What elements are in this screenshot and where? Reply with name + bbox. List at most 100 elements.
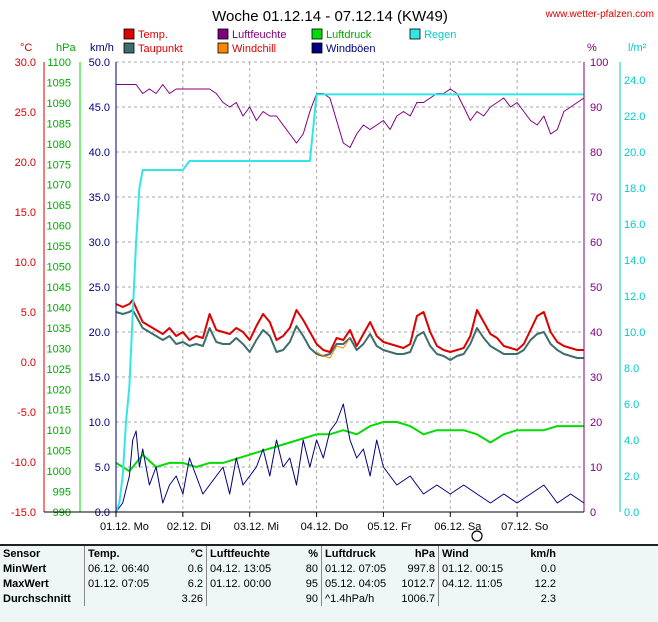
humidity-tick-label: 0	[590, 507, 596, 519]
humidity-tick-label: 60	[590, 237, 602, 249]
pressure-tick-label: 1005	[47, 446, 71, 458]
rain-tick-label: 12.0	[624, 291, 645, 303]
col-press: Luftdruck	[321, 546, 398, 561]
series-luftfeuchte	[116, 84, 585, 148]
x-tick-label: 02.12. Di	[167, 521, 211, 533]
col-temp-unit: °C	[190, 547, 203, 560]
pressure-tick-label: 1075	[47, 159, 71, 171]
x-axis-labels: 01.12. Mo 02.12. Di 03.12. Mi 04.12. Do 05.1…	[100, 512, 548, 542]
pressure-tick-label: 1055	[47, 241, 71, 253]
pressure-tick-label: 1025	[47, 364, 71, 376]
humidity-tick-label: 70	[590, 192, 602, 204]
row-label: MinWert	[3, 562, 47, 575]
x-tick-label: 07.12. So	[501, 521, 548, 533]
wind-value: 2.3	[540, 592, 556, 605]
pressure-tick-label: 1065	[47, 200, 71, 212]
temp-tick-label: 0.0	[21, 357, 36, 369]
axis-ticks: 30.0 25.0 20.0 15.0 10.0 5.0 0.0 -5.0 -10.0 -15.0…	[11, 57, 646, 519]
marker-circle	[471, 530, 483, 542]
table-row: Durchschnitt 3.26 90 ^1.4hPa/h 1006.7 2.…	[0, 591, 559, 606]
pressure-tick-label: 1050	[47, 262, 71, 274]
col-wind: Wind	[438, 546, 513, 561]
legend-label: Temp.	[138, 29, 168, 41]
rain-tick-label: 0.0	[624, 507, 639, 519]
wind-time	[438, 591, 513, 606]
humidity-tick-label: 90	[590, 102, 602, 114]
wind-tick-label: 5.0	[95, 462, 110, 474]
legend-swatch	[123, 28, 135, 40]
legend-label: Luftfeuchte	[232, 29, 286, 41]
col-hum-unit: %	[308, 547, 318, 560]
wind-tick-label: 35.0	[89, 192, 110, 204]
temp-value: 3.26	[181, 592, 203, 605]
col-sensor: Sensor	[3, 547, 41, 560]
wind-tick-label: 40.0	[89, 147, 110, 159]
axis-unit-label: hPa	[56, 42, 76, 54]
legend-swatch	[409, 28, 421, 40]
pressure-tick-label: 1100	[47, 57, 71, 69]
stats-table: Sensor Temp. °C Luftfeuchte % Luftdruck …	[0, 544, 658, 622]
temp-value: 0.6	[187, 562, 203, 575]
legend: Temp. Luftfeuchte Luftdruck Regen Taupunkt Wi…	[123, 28, 456, 55]
col-temp: Temp.	[84, 546, 166, 561]
humidity-tick-label: 50	[590, 282, 602, 294]
pressure-tick-label: 1040	[47, 302, 71, 314]
series-regen	[115, 93, 584, 513]
temp-tick-label: 10.0	[15, 257, 36, 269]
col-wind-unit: km/h	[530, 547, 556, 560]
humidity-tick-label: 80	[590, 147, 602, 159]
pressure-tick-label: 1000	[47, 466, 71, 478]
pressure-tick-label: 1085	[47, 118, 71, 130]
legend-label: Luftdruck	[326, 29, 372, 41]
legend-swatch	[217, 28, 229, 40]
series-windben	[115, 403, 585, 513]
x-tick-label: 06.12. Sa	[434, 521, 482, 533]
humidity-tick-label: 20	[590, 417, 602, 429]
pressure-tick-label: 1015	[47, 405, 71, 417]
temp-tick-label: 30.0	[15, 57, 36, 69]
wind-tick-label: 0.0	[95, 507, 110, 519]
pressure-tick-label: 1035	[47, 323, 71, 335]
rain-tick-label: 16.0	[624, 219, 645, 231]
col-press-unit: hPa	[414, 547, 435, 560]
series-temp	[115, 299, 584, 353]
legend-swatch	[123, 42, 135, 54]
weather-chart: Woche 01.12.14 - 07.12.14 (KW49) www.wet…	[11, 8, 654, 542]
temp-tick-label: 15.0	[15, 207, 36, 219]
wind-time: 01.12. 00:15	[438, 561, 513, 576]
rain-tick-label: 22.0	[624, 111, 645, 123]
hum-time: 04.12. 13:05	[206, 561, 293, 576]
axis-units: °C hPa km/h% l/m²	[20, 42, 647, 54]
pressure-tick-label: 995	[53, 487, 71, 499]
pressure-tick-label: 1090	[47, 98, 71, 110]
pressure-tick-label: 1080	[47, 139, 71, 151]
table-row: MaxWert 01.12. 07:05 6.2 01.12. 00:00 95…	[0, 576, 559, 591]
press-value: 1006.7	[401, 592, 435, 605]
axis-unit-label: km/h	[90, 42, 114, 54]
legend-label: Taupunkt	[138, 43, 183, 55]
legend-swatch	[217, 42, 229, 54]
pressure-tick-label: 1030	[47, 343, 71, 355]
wind-value: 0.0	[540, 562, 556, 575]
table-header-row: Sensor Temp. °C Luftfeuchte % Luftdruck …	[0, 546, 559, 561]
press-time: 01.12. 07:05	[321, 561, 398, 576]
wind-tick-label: 50.0	[89, 57, 110, 69]
axis-unit-label: l/m²	[628, 42, 647, 54]
temp-time: 01.12. 07:05	[84, 576, 166, 591]
website-link[interactable]: www.wetter-pfalzen.com	[545, 9, 654, 20]
hum-value: 95	[305, 577, 318, 590]
axis-unit-label: %	[587, 42, 597, 54]
row-label: Durchschnitt	[3, 592, 71, 605]
legend-label: Regen	[424, 29, 456, 41]
temp-tick-label: -5.0	[17, 407, 36, 419]
table-row: MinWert 06.12. 06:40 0.6 04.12. 13:05 80…	[0, 561, 559, 576]
pressure-tick-label: 1010	[47, 425, 71, 437]
temp-tick-label: 20.0	[15, 157, 36, 169]
grid	[115, 61, 585, 513]
wind-tick-label: 20.0	[89, 327, 110, 339]
chart-title: Woche 01.12.14 - 07.12.14 (KW49)	[212, 8, 448, 25]
hum-time	[206, 591, 293, 606]
rain-tick-label: 2.0	[624, 471, 639, 483]
wind-time: 04.12. 11:05	[438, 576, 513, 591]
temp-tick-label: -15.0	[11, 507, 36, 519]
